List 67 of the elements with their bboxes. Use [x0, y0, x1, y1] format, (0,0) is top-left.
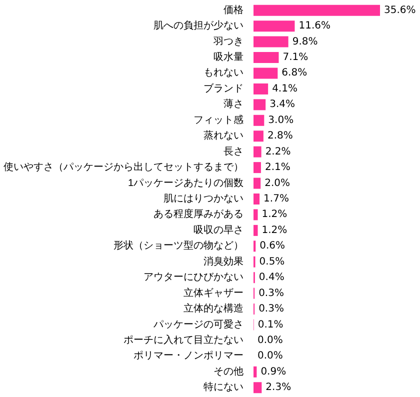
y-tick-label: ポーチに入れて目立たない — [124, 334, 244, 346]
data-label: 2.8% — [267, 130, 293, 142]
bar — [254, 4, 380, 16]
data-label: 2.3% — [266, 382, 292, 394]
data-label: 3.4% — [270, 99, 295, 110]
y-tick-label: 立体ギャザー — [184, 286, 244, 299]
data-label: 2.2% — [265, 146, 291, 158]
y-tick-label: 肌への負担が少ない — [154, 20, 244, 32]
y-tick-label: パッケージの可愛さ — [152, 318, 244, 330]
bar — [254, 162, 261, 174]
data-label: 4.1% — [272, 83, 298, 94]
y-tick-label: 形状（ショーツ型の物など） — [114, 240, 244, 252]
y-tick-label: 吸収の早さ — [194, 224, 244, 236]
data-label: 35.6% — [384, 4, 416, 16]
bar — [254, 99, 266, 110]
data-label: 3.0% — [268, 114, 294, 126]
bar — [254, 224, 258, 236]
data-label: 6.8% — [282, 68, 308, 79]
y-tick-label: 羽つき — [214, 36, 244, 48]
bar — [254, 146, 262, 158]
y-tick-label: 使いやすさ（パッケージから出してセットするまで） — [4, 161, 244, 174]
bar — [254, 36, 288, 48]
y-tick-label: アウターにひびかない — [144, 272, 244, 284]
bar — [254, 209, 258, 220]
data-label: 0.1% — [258, 319, 284, 330]
y-tick-label: 1パッケージあたりの個数 — [128, 178, 244, 189]
bar — [254, 130, 264, 142]
data-label: 7.1% — [282, 52, 308, 64]
data-label: 1.7% — [264, 194, 289, 204]
y-tick-label: その他 — [214, 365, 244, 378]
y-tick-label: 薄さ — [224, 98, 244, 110]
bar — [254, 68, 278, 79]
data-label: 0.0% — [258, 334, 283, 346]
bar — [254, 52, 279, 64]
data-label: 0.6% — [260, 240, 286, 252]
data-label: 0.9% — [260, 366, 286, 378]
y-tick-label: 特にない — [204, 381, 244, 394]
data-label: 0.3% — [258, 304, 284, 315]
y-tick-label: 吸水量 — [214, 51, 244, 64]
data-label: 1.2% — [262, 224, 288, 236]
data-label: 11.6% — [298, 20, 331, 32]
y-tick-label: 蒸れない — [204, 130, 244, 142]
data-label: 2.0% — [264, 178, 290, 189]
data-label: 0.5% — [259, 256, 285, 268]
y-tick-label: ポリマー・ノンポリマー — [134, 350, 244, 362]
bar — [254, 83, 268, 94]
y-tick-label: 消臭効果 — [204, 255, 244, 268]
data-label: 1.2% — [262, 209, 288, 220]
data-label: 0.3% — [258, 288, 284, 299]
y-tick-label: 長さ — [224, 146, 244, 158]
bar — [254, 366, 257, 378]
data-label: 0.4% — [258, 272, 284, 284]
y-tick-label: 価格 — [224, 4, 244, 16]
y-tick-label: 肌にはりつかない — [164, 194, 244, 204]
data-label: 2.1% — [264, 162, 290, 174]
y-tick-label: 立体的な構造 — [184, 302, 244, 315]
bar — [254, 194, 260, 204]
y-tick-label: ある程度厚みがある — [154, 208, 244, 220]
data-label: 9.8% — [292, 36, 318, 48]
y-tick-label: ブランド — [204, 82, 244, 94]
bar — [254, 114, 264, 126]
bar — [254, 20, 295, 32]
data-label: 0.0% — [258, 350, 283, 362]
bar — [254, 178, 261, 189]
y-tick-label: フィット感 — [194, 114, 244, 126]
y-tick-label: もれない — [204, 68, 244, 79]
bar — [254, 382, 262, 394]
